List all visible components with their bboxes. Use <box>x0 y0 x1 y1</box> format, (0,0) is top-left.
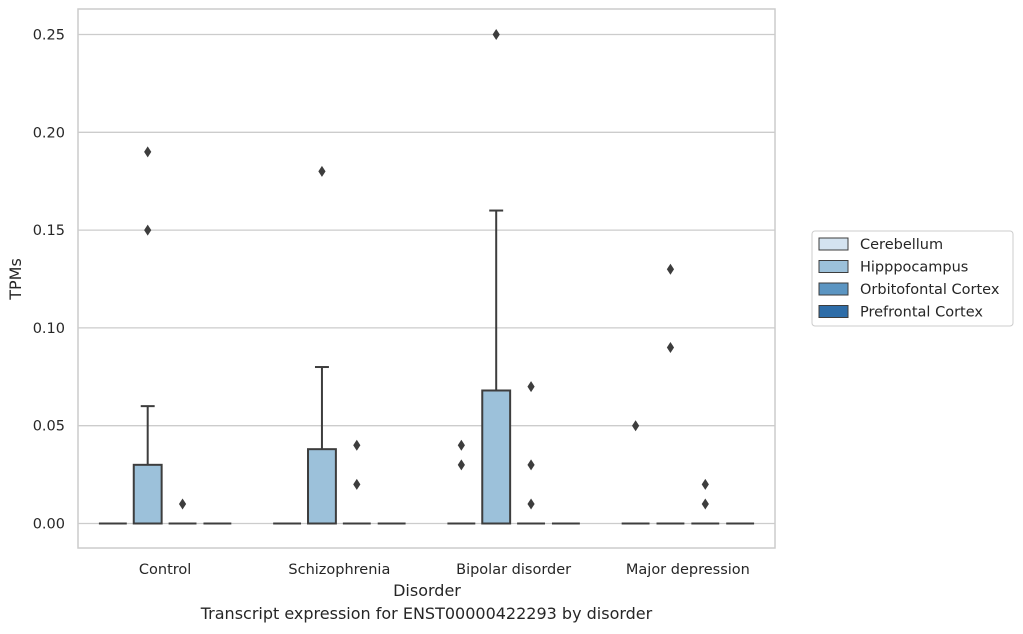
box-hipppocampus <box>307 165 337 525</box>
box-orbitofontal-cortex <box>168 498 197 525</box>
box-orbitofontal-cortex <box>517 381 545 525</box>
box-hipppocampus <box>481 29 512 525</box>
box-hipppocampus <box>132 146 163 525</box>
legend-swatch <box>818 260 849 273</box>
outlier-point <box>457 459 465 471</box>
legend-label: Orbitofontal Cortex <box>860 282 1000 298</box>
y-tick-label: 0.00 <box>33 517 65 533</box>
outlier-point <box>457 439 465 451</box>
box-group <box>98 29 755 525</box>
y-tick-label: 0.25 <box>33 28 65 44</box>
box-orbitofontal-cortex <box>342 439 371 525</box>
legend-label: Hipppocampus <box>860 260 968 276</box>
box-body <box>307 448 337 525</box>
outlier-point <box>527 381 535 393</box>
legend-swatch <box>818 282 849 296</box>
outlier-point <box>701 478 709 490</box>
outlier-point <box>144 146 152 158</box>
outlier-point <box>701 498 709 510</box>
x-tick-label: Bipolar disorder <box>456 562 571 578</box>
outlier-point <box>632 420 640 432</box>
x-tick-labels: Control Schizophrenia Bipolar disorder Majo… <box>139 562 750 578</box>
chart-caption: Transcript expression for ENST0000042229… <box>200 604 653 623</box>
x-tick-label: Major depression <box>626 562 750 578</box>
legend: Cerebellum Hipppocampus Orbitofontal Corte… <box>811 230 1014 327</box>
legend-swatch <box>818 237 849 251</box>
outlier-point <box>666 341 675 353</box>
y-tick-label: 0.05 <box>33 419 65 435</box>
box-hipppocampus <box>656 263 685 525</box>
y-axis-label: TPMs <box>6 258 25 301</box>
x-axis-label: Disorder <box>393 581 461 600</box>
y-tick-labels: 0.00 0.05 0.10 0.15 0.20 0.25 <box>33 28 65 533</box>
y-tick-label: 0.10 <box>33 321 65 337</box>
y-tick-label: 0.20 <box>33 125 65 141</box>
x-tick-label: Schizophrenia <box>288 562 390 578</box>
outlier-point <box>144 224 152 236</box>
x-tick-label: Control <box>139 562 191 578</box>
box-cerebellum <box>447 439 476 525</box>
outlier-point <box>527 459 535 471</box>
box-body <box>481 389 512 525</box>
legend-frame <box>811 230 1014 327</box>
y-tick-label: 0.15 <box>33 223 65 239</box>
legend-label: Cerebellum <box>860 237 943 253</box>
box-cerebellum <box>621 420 650 525</box>
outlier-point <box>318 165 326 177</box>
box-orbitofontal-cortex <box>691 478 720 525</box>
outlier-point <box>666 263 675 275</box>
legend-swatch <box>818 305 849 318</box>
outlier-point <box>353 478 361 490</box>
outlier-point <box>353 439 361 451</box>
grid-lines <box>78 33 775 525</box>
outlier-point <box>178 498 187 510</box>
outlier-point <box>492 29 500 40</box>
legend-label: Prefrontal Cortex <box>860 305 983 321</box>
plot-frame <box>77 8 776 549</box>
outlier-point <box>527 498 535 510</box>
box-body <box>132 463 163 525</box>
